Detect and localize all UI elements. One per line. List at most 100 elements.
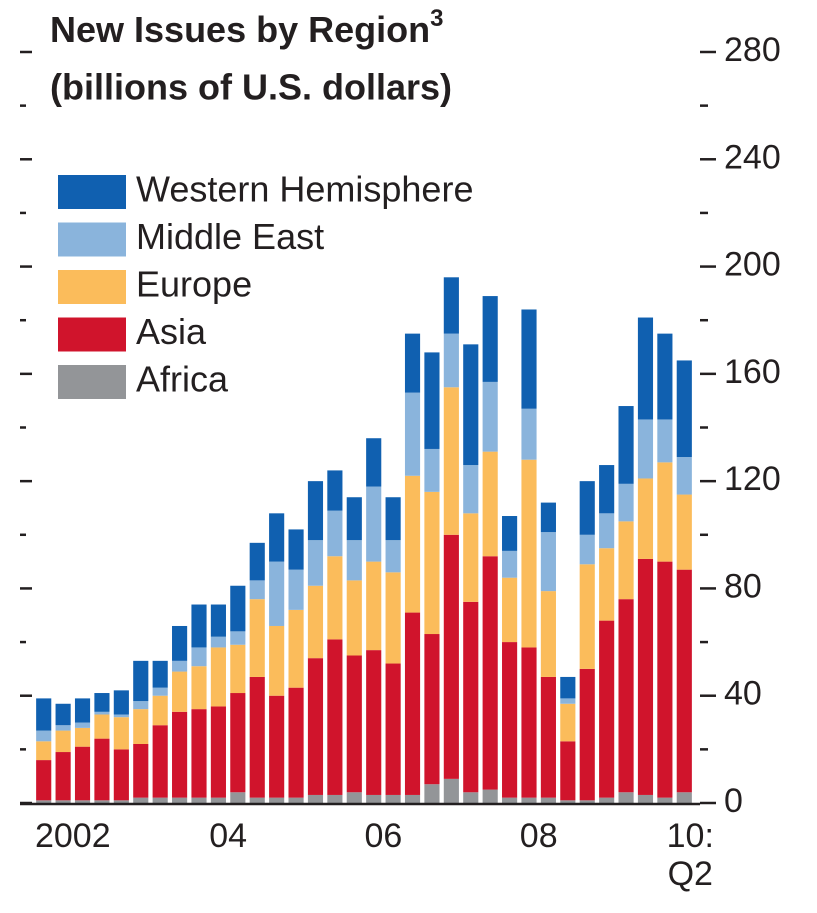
- bar-segment: [443, 333, 459, 388]
- bar-segment: [502, 577, 518, 643]
- bar-segment: [366, 486, 382, 562]
- bar-segment: [210, 706, 226, 798]
- bar-segment: [133, 709, 149, 744]
- bar-segment: [482, 451, 498, 557]
- bar-segment: [269, 561, 285, 626]
- bar-segment: [502, 642, 518, 798]
- bar-segment: [307, 481, 324, 541]
- bar-segment: [74, 722, 91, 728]
- bar-segment: [560, 698, 576, 704]
- bar-segment: [443, 778, 459, 803]
- bar-segment: [676, 569, 692, 793]
- bar-segment: [599, 797, 615, 803]
- bar-segment: [210, 604, 226, 637]
- bar-segment: [172, 660, 188, 672]
- bar-segment: [288, 569, 304, 610]
- bar-segment: [540, 676, 556, 798]
- bar-segment: [113, 717, 129, 750]
- bar-segment: [657, 462, 673, 562]
- bar-segment: [366, 561, 382, 651]
- bar-segment: [327, 794, 343, 803]
- bar-segment: [463, 792, 479, 803]
- bar-segment: [366, 650, 382, 795]
- bar-segment: [191, 666, 207, 710]
- bar-segment: [521, 309, 537, 409]
- y-tick-label: 120: [724, 460, 781, 498]
- bar-segment: [152, 797, 168, 803]
- bar-segment: [307, 794, 324, 803]
- bar-segment: [637, 317, 654, 420]
- bar-segment: [172, 797, 188, 803]
- bar-segment: [269, 625, 285, 696]
- y-tick-label: 0: [724, 782, 743, 820]
- bar-segment: [482, 381, 498, 452]
- y-tick-label: 200: [724, 246, 781, 284]
- bar-segment: [637, 794, 654, 803]
- bar-segment: [94, 800, 110, 803]
- bar-segment: [113, 749, 129, 801]
- bar-segment: [424, 491, 440, 635]
- bar-segment: [424, 352, 440, 449]
- bar-segment: [191, 797, 207, 803]
- bar-segment: [133, 660, 149, 702]
- bar-segment: [404, 392, 421, 476]
- bar-segment: [113, 690, 129, 715]
- bar-segment: [288, 687, 304, 798]
- bar-segment: [676, 360, 692, 458]
- bar-segment: [618, 521, 634, 600]
- bar-segment: [637, 478, 654, 559]
- legend-swatch: [58, 175, 126, 209]
- bar-segment: [36, 741, 52, 761]
- bar-segment: [657, 419, 673, 463]
- bar-segment: [657, 561, 673, 798]
- x-tick-label: 10: Q2: [666, 817, 714, 893]
- bar-segment: [385, 572, 401, 664]
- bar-segment: [36, 698, 52, 731]
- x-tick-label: 08: [519, 817, 558, 855]
- bar-segment: [521, 459, 537, 648]
- bar-segment: [288, 609, 304, 688]
- bar-segment: [404, 475, 421, 613]
- bar-segment: [579, 668, 595, 801]
- bar-segment: [463, 601, 479, 793]
- bar-segment: [288, 797, 304, 803]
- bar-segment: [385, 663, 401, 795]
- bar-segment: [618, 483, 634, 522]
- bar-segment: [637, 558, 654, 795]
- bar-segment: [404, 333, 421, 393]
- bar-segment: [599, 620, 615, 798]
- bar-segment: [55, 800, 71, 803]
- bar-segment: [288, 529, 304, 570]
- bar-segment: [482, 789, 498, 803]
- bar-segment: [618, 406, 634, 484]
- bar-segment: [74, 727, 91, 747]
- bar-segment: [676, 792, 692, 803]
- bar-segment: [74, 698, 91, 723]
- y-tick-label: 40: [724, 675, 762, 713]
- bar-segment: [385, 794, 401, 803]
- bar-segment: [346, 540, 362, 581]
- bar-segment: [191, 709, 207, 798]
- bar-segment: [443, 387, 459, 535]
- bar-segment: [463, 344, 479, 466]
- bar-segment: [599, 548, 615, 621]
- bar-segment: [94, 693, 110, 712]
- y-tick-label: 280: [724, 31, 781, 69]
- bar-segment: [307, 658, 324, 795]
- bar-segment: [249, 797, 265, 803]
- bar-segment: [366, 438, 382, 487]
- y-tick-label: 160: [724, 353, 781, 391]
- bar-segment: [579, 800, 595, 803]
- bar-segment: [443, 277, 459, 334]
- bar-segment: [94, 714, 110, 739]
- bar-segment: [540, 797, 556, 803]
- bar-segment: [152, 660, 168, 688]
- bar-segment: [327, 510, 343, 557]
- y-tick-label: 80: [724, 567, 762, 605]
- chart-title: New Issues by Region3: [50, 5, 443, 49]
- bar-segment: [618, 792, 634, 803]
- bar-segment: [249, 542, 265, 581]
- bar-segment: [55, 703, 71, 726]
